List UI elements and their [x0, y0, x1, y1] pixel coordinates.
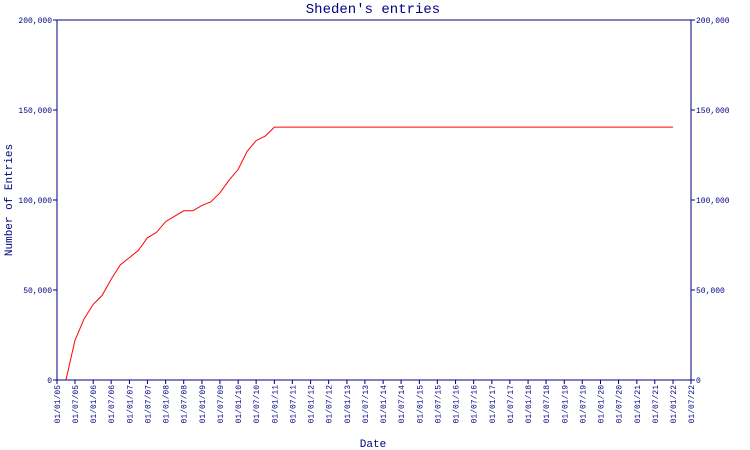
data-line [65, 126, 674, 381]
x-tick-label: 01/01/13 [344, 385, 353, 424]
x-tick-label: 01/01/12 [308, 385, 317, 424]
x-tick-label: 01/07/14 [398, 385, 407, 424]
x-tick-label: 01/01/17 [489, 385, 498, 424]
x-tick-label: 01/01/14 [380, 385, 389, 424]
plot-frame [56, 19, 692, 381]
x-tick-label: 01/07/21 [652, 385, 661, 424]
x-tick-label: 01/01/07 [126, 385, 135, 424]
x-tick-label: 01/01/09 [199, 385, 208, 424]
y2-tick-label: 0 [696, 377, 701, 386]
x-tick-label: 01/07/10 [253, 385, 262, 424]
x-tick-label: 01/07/05 [72, 385, 81, 424]
y-axis-label: Number of Entries [4, 144, 16, 256]
x-tick-label: 01/01/05 [54, 385, 63, 424]
x-tick-label: 01/01/18 [525, 385, 534, 424]
x-tick-label: 01/07/07 [144, 385, 153, 424]
x-tick-label: 01/01/19 [561, 385, 570, 424]
x-tick-label: 01/01/21 [634, 385, 643, 424]
x-tick-label: 01/01/06 [90, 385, 99, 424]
x-tick-label: 01/07/20 [616, 385, 625, 424]
x-tick-label: 01/07/17 [507, 385, 516, 424]
x-tick-label: 01/01/11 [271, 385, 280, 424]
x-tick-label: 01/01/22 [670, 385, 679, 424]
y2-tick-label: 200,000 [696, 17, 730, 26]
x-tick-label: 01/01/15 [416, 385, 425, 424]
y-tick-label: 0 [47, 377, 52, 386]
chart-title: Sheden's entries [306, 2, 440, 18]
x-tick-label: 01/07/22 [688, 385, 697, 424]
x-tick-label: 01/07/08 [181, 385, 190, 424]
y-tick-label: 50,000 [23, 287, 52, 296]
x-tick-label: 01/07/15 [434, 385, 443, 424]
x-tick-label: 01/07/19 [579, 385, 588, 424]
y-tick-label: 100,000 [18, 197, 52, 206]
y2-tick-label: 100,000 [696, 197, 730, 206]
x-tick-label: 01/07/18 [543, 385, 552, 424]
y-tick-label: 150,000 [18, 107, 52, 116]
x-tick-label: 01/07/11 [289, 385, 298, 424]
y-tick-label: 200,000 [18, 17, 52, 26]
x-tick-label: 01/07/16 [471, 385, 480, 424]
x-tick-label: 01/07/12 [326, 385, 335, 424]
y2-tick-label: 150,000 [696, 107, 730, 116]
x-tick-label: 01/01/10 [235, 385, 244, 424]
x-tick-label: 01/07/13 [362, 385, 371, 424]
x-axis-label: Date [360, 439, 386, 450]
y2-tick-label: 50,000 [696, 287, 725, 296]
x-tick-label: 01/07/06 [108, 385, 117, 424]
x-tick-label: 01/07/09 [217, 385, 226, 424]
x-tick-label: 01/01/08 [163, 385, 172, 424]
x-tick-label: 01/01/16 [453, 385, 462, 424]
x-tick-label: 01/01/20 [598, 385, 607, 424]
